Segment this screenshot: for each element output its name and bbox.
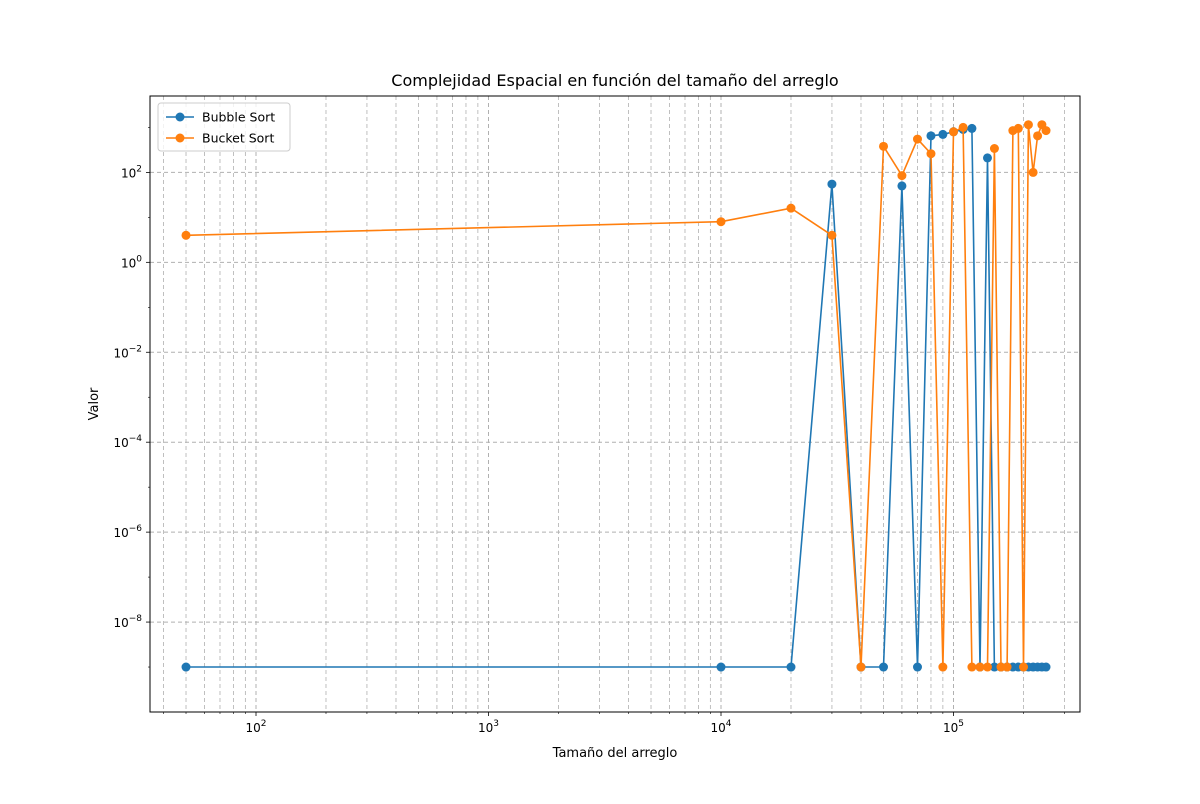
- chart-title: Complejidad Espacial en función del tama…: [391, 71, 838, 90]
- y-tick-label: 100: [121, 254, 142, 270]
- x-tick-label: 104: [710, 719, 731, 735]
- data-point: [181, 662, 191, 672]
- legend-items: Bubble Sort Bucket Sort: [166, 110, 275, 146]
- data-point: [181, 230, 191, 240]
- y-tick-label: 10−4: [113, 434, 142, 450]
- grid-lines: [150, 96, 1080, 712]
- axis-ticks: 102 103 104 105 10−8 10−6 10−4 10−2 100 102: [113, 127, 1065, 735]
- data-point: [827, 230, 837, 240]
- series-line: [186, 127, 1046, 668]
- y-tick-label: 10−8: [113, 614, 142, 630]
- data-point: [716, 217, 726, 227]
- data-point: [716, 662, 726, 672]
- data-point: [786, 203, 796, 213]
- data-point: [989, 662, 999, 672]
- legend-item: Bucket Sort: [166, 131, 274, 146]
- legend-label: Bubble Sort: [202, 110, 275, 125]
- data-point: [1041, 662, 1051, 672]
- x-tick-label: 105: [943, 719, 964, 735]
- series-0: [181, 123, 1051, 672]
- legend-marker: [175, 112, 185, 122]
- data-point: [897, 181, 907, 191]
- series-1: [181, 120, 1051, 672]
- legend-marker: [175, 133, 185, 143]
- data-point: [975, 662, 985, 672]
- y-tick-label: 102: [121, 164, 142, 180]
- data-point: [967, 662, 977, 672]
- x-tick-label: 103: [478, 719, 499, 735]
- axes-frame: [149, 95, 1081, 713]
- data-point: [879, 662, 889, 672]
- data-point: [897, 171, 907, 181]
- data-point: [938, 129, 948, 139]
- data-point: [856, 662, 866, 672]
- data-point: [786, 662, 796, 672]
- data-point: [1002, 662, 1012, 672]
- data-point: [982, 662, 992, 672]
- data-point: [926, 131, 936, 141]
- data-point: [949, 127, 959, 137]
- data-point: [982, 153, 992, 163]
- y-tick-label: 10−6: [113, 524, 142, 540]
- data-point: [1028, 167, 1038, 177]
- data-point: [1013, 123, 1023, 133]
- data-point: [958, 122, 968, 132]
- data-point: [1023, 120, 1033, 130]
- data-point: [912, 662, 922, 672]
- data-point: [1041, 126, 1051, 136]
- data-point: [967, 123, 977, 133]
- plot-series: [181, 120, 1051, 672]
- x-axis-label: Tamaño del arreglo: [552, 746, 678, 761]
- legend: Bubble Sort Bucket Sort: [157, 102, 291, 152]
- data-point: [827, 179, 837, 189]
- data-point: [926, 149, 936, 159]
- legend-box: [157, 102, 291, 152]
- y-tick-label: 10−2: [113, 344, 142, 360]
- data-point: [989, 143, 999, 153]
- legend-item: Bubble Sort: [166, 110, 275, 125]
- data-point: [879, 141, 889, 151]
- x-tick-label: 102: [245, 719, 266, 735]
- data-point: [938, 662, 948, 672]
- y-axis-label: Valor: [87, 387, 102, 420]
- data-point: [1033, 131, 1043, 141]
- data-point: [912, 134, 922, 144]
- legend-label: Bucket Sort: [202, 131, 274, 146]
- data-point: [1018, 662, 1028, 672]
- series-line: [185, 123, 1047, 668]
